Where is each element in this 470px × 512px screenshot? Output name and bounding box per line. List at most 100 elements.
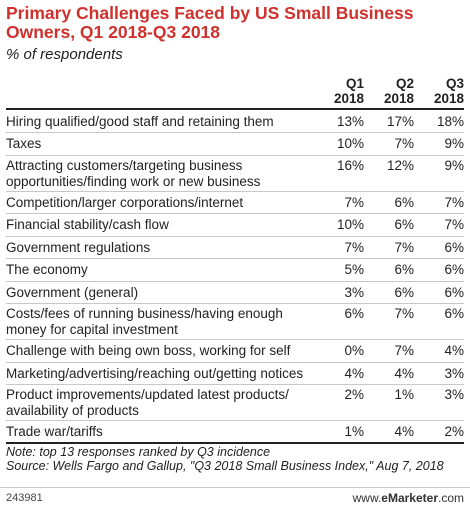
row-label: Competition/larger corporations/internet: [6, 195, 244, 210]
row-divider: [6, 420, 464, 421]
cell-value-q1: 4%: [344, 366, 364, 381]
table-row: Hiring qualified/good staff and retainin…: [0, 111, 470, 133]
cell-value-q3: 2%: [444, 424, 464, 439]
table-row: Financial stability/cash flow 10% 6% 7%: [0, 214, 470, 237]
cell-value-q3: 6%: [444, 240, 464, 255]
cell-value-q2: 6%: [394, 195, 414, 210]
table-row: The economy 5% 6% 6%: [0, 259, 470, 282]
cell-value-q2: 4%: [394, 424, 414, 439]
row-label: Financial stability/cash flow: [6, 217, 169, 232]
cell-value-q3: 4%: [444, 343, 464, 358]
cell-value-q2: 17%: [386, 114, 414, 129]
cell-value-q3: 6%: [444, 262, 464, 277]
chart-subtitle: % of respondents: [6, 46, 123, 63]
cell-value-q2: 7%: [394, 343, 414, 358]
cell-value-q1: 2%: [344, 387, 364, 402]
row-label: Government (general): [6, 285, 139, 300]
cell-value-q2: 7%: [394, 240, 414, 255]
column-header-q3-quarter: Q3: [445, 76, 464, 91]
row-label: Taxes: [6, 136, 42, 151]
table-row: Costs/fees of running business/having en…: [0, 304, 470, 340]
table-row: Government (general) 3% 6% 6%: [0, 282, 470, 304]
table-row: Product improvements/updated latest prod…: [0, 385, 470, 421]
row-label: Challenge with being own boss, working f…: [6, 343, 291, 358]
row-divider: [6, 155, 464, 156]
table-row: Government regulations 7% 7% 6%: [0, 237, 470, 259]
row-divider: [6, 191, 464, 192]
row-divider: [6, 213, 464, 214]
cell-value-q3: 7%: [444, 195, 464, 210]
column-header-q2-year: 2018: [383, 91, 414, 106]
cell-value-q2: 4%: [394, 366, 414, 381]
notes: Note: top 13 responses ranked by Q3 inci…: [6, 445, 466, 473]
column-header-q1: Q1 2018: [318, 76, 364, 106]
chart-id: 243981: [6, 492, 43, 504]
brand-link[interactable]: www.eMarketer.com: [353, 491, 464, 505]
table-row: Challenge with being own boss, working f…: [0, 340, 470, 363]
row-divider: [6, 132, 464, 133]
cell-value-q1: 1%: [344, 424, 364, 439]
table-row: Taxes 10% 7% 9%: [0, 133, 470, 156]
cell-value-q1: 6%: [344, 306, 364, 321]
row-divider: [6, 236, 464, 237]
brand-name: eMarketer: [381, 491, 438, 505]
cell-value-q2: 6%: [394, 285, 414, 300]
cell-value-q3: 18%: [436, 114, 464, 129]
bottom-rule: [6, 442, 464, 444]
row-label: Marketing/advertising/reaching out/getti…: [6, 366, 304, 381]
header-rule: [6, 108, 464, 110]
cell-value-q1: 7%: [344, 195, 364, 210]
cell-value-q2: 6%: [394, 262, 414, 277]
row-divider: [6, 384, 464, 385]
row-divider: [6, 258, 464, 259]
cell-value-q1: 3%: [344, 285, 364, 300]
cell-value-q1: 10%: [336, 136, 364, 151]
cell-value-q1: 16%: [336, 158, 364, 173]
note-text: Note: top 13 responses ranked by Q3 inci…: [6, 445, 271, 459]
brand-suffix: .com: [437, 491, 464, 505]
column-header-q2: Q2 2018: [368, 76, 414, 106]
cell-value-q3: 9%: [444, 158, 464, 173]
row-label: Government regulations: [6, 240, 151, 255]
cell-value-q3: 3%: [444, 387, 464, 402]
column-header-q3-year: 2018: [433, 91, 464, 106]
brand-prefix: www.: [352, 491, 382, 505]
cell-value-q1: 5%: [344, 262, 364, 277]
footer-divider: [0, 487, 470, 488]
row-divider: [6, 362, 464, 363]
cell-value-q3: 6%: [444, 306, 464, 321]
row-divider: [6, 303, 464, 304]
row-label: Trade war/tariffs: [6, 424, 103, 439]
cell-value-q3: 9%: [444, 136, 464, 151]
cell-value-q3: 3%: [444, 366, 464, 381]
row-label: Attracting customers/targeting business …: [6, 158, 261, 189]
cell-value-q2: 12%: [386, 158, 414, 173]
chart-title: Primary Challenges Faced by US Small Bus…: [6, 3, 414, 42]
cell-value-q1: 13%: [336, 114, 364, 129]
cell-value-q2: 7%: [394, 136, 414, 151]
cell-value-q1: 10%: [336, 217, 364, 232]
cell-value-q2: 7%: [394, 306, 414, 321]
column-header-q1-year: 2018: [333, 91, 364, 106]
table-row: Attracting customers/targeting business …: [0, 156, 470, 192]
column-header-q3: Q3 2018: [418, 76, 464, 106]
cell-value-q2: 6%: [394, 217, 414, 232]
column-header-q2-quarter: Q2: [395, 76, 414, 91]
row-label: Costs/fees of running business/having en…: [6, 306, 283, 337]
table-row: Competition/larger corporations/internet…: [0, 192, 470, 214]
row-divider: [6, 339, 464, 340]
table-row: Marketing/advertising/reaching out/getti…: [0, 363, 470, 385]
row-label: Product improvements/updated latest prod…: [6, 387, 289, 418]
row-divider: [6, 281, 464, 282]
row-label: The economy: [6, 262, 88, 277]
source-text: Source: Wells Fargo and Gallup, "Q3 2018…: [6, 459, 444, 473]
column-header-q1-quarter: Q1: [345, 76, 364, 91]
row-label: Hiring qualified/good staff and retainin…: [6, 114, 274, 129]
cell-value-q3: 6%: [444, 285, 464, 300]
cell-value-q3: 7%: [444, 217, 464, 232]
table-row: Trade war/tariffs 1% 4% 2%: [0, 421, 470, 442]
cell-value-q1: 7%: [344, 240, 364, 255]
cell-value-q1: 0%: [344, 343, 364, 358]
cell-value-q2: 1%: [394, 387, 414, 402]
